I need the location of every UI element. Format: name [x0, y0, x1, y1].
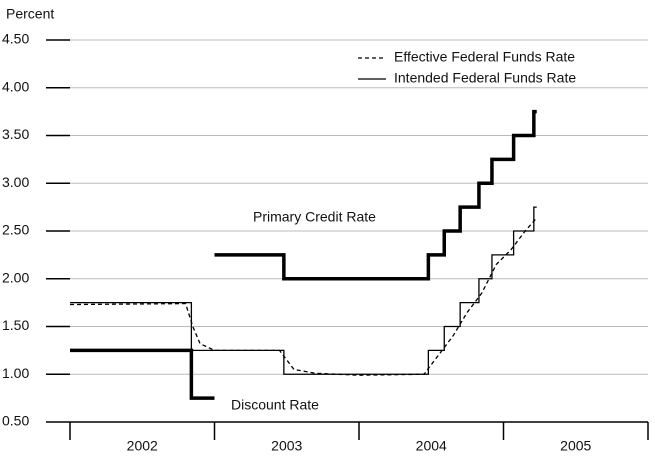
- y-tick-label: 4.50: [2, 31, 29, 47]
- y-tick-label: 3.00: [2, 174, 29, 190]
- series-line: [70, 206, 537, 375]
- y-tick-label: 3.50: [2, 126, 29, 142]
- legend-label: Intended Federal Funds Rate: [394, 70, 576, 86]
- series-line: [69, 219, 536, 376]
- y-axis-label: Percent: [6, 6, 54, 22]
- y-tick-label: 0.50: [2, 413, 29, 429]
- y-tick-label: 1.50: [2, 317, 29, 333]
- series-line: [70, 348, 215, 400]
- y-tick-label: 4.00: [2, 78, 29, 94]
- x-category-label: 2002: [127, 438, 158, 454]
- y-tick-label: 1.00: [2, 365, 29, 381]
- y-tick-label: 2.00: [2, 269, 29, 285]
- legend-label: Effective Federal Funds Rate: [394, 49, 575, 65]
- series-label: Primary Credit Rate: [253, 209, 376, 225]
- x-category-label: 2003: [271, 438, 302, 454]
- y-tick-label: 2.50: [2, 222, 29, 238]
- series-label: Discount Rate: [231, 397, 319, 413]
- x-category-label: 2005: [560, 438, 591, 454]
- series-line: [214, 109, 537, 281]
- x-category-label: 2004: [416, 438, 447, 454]
